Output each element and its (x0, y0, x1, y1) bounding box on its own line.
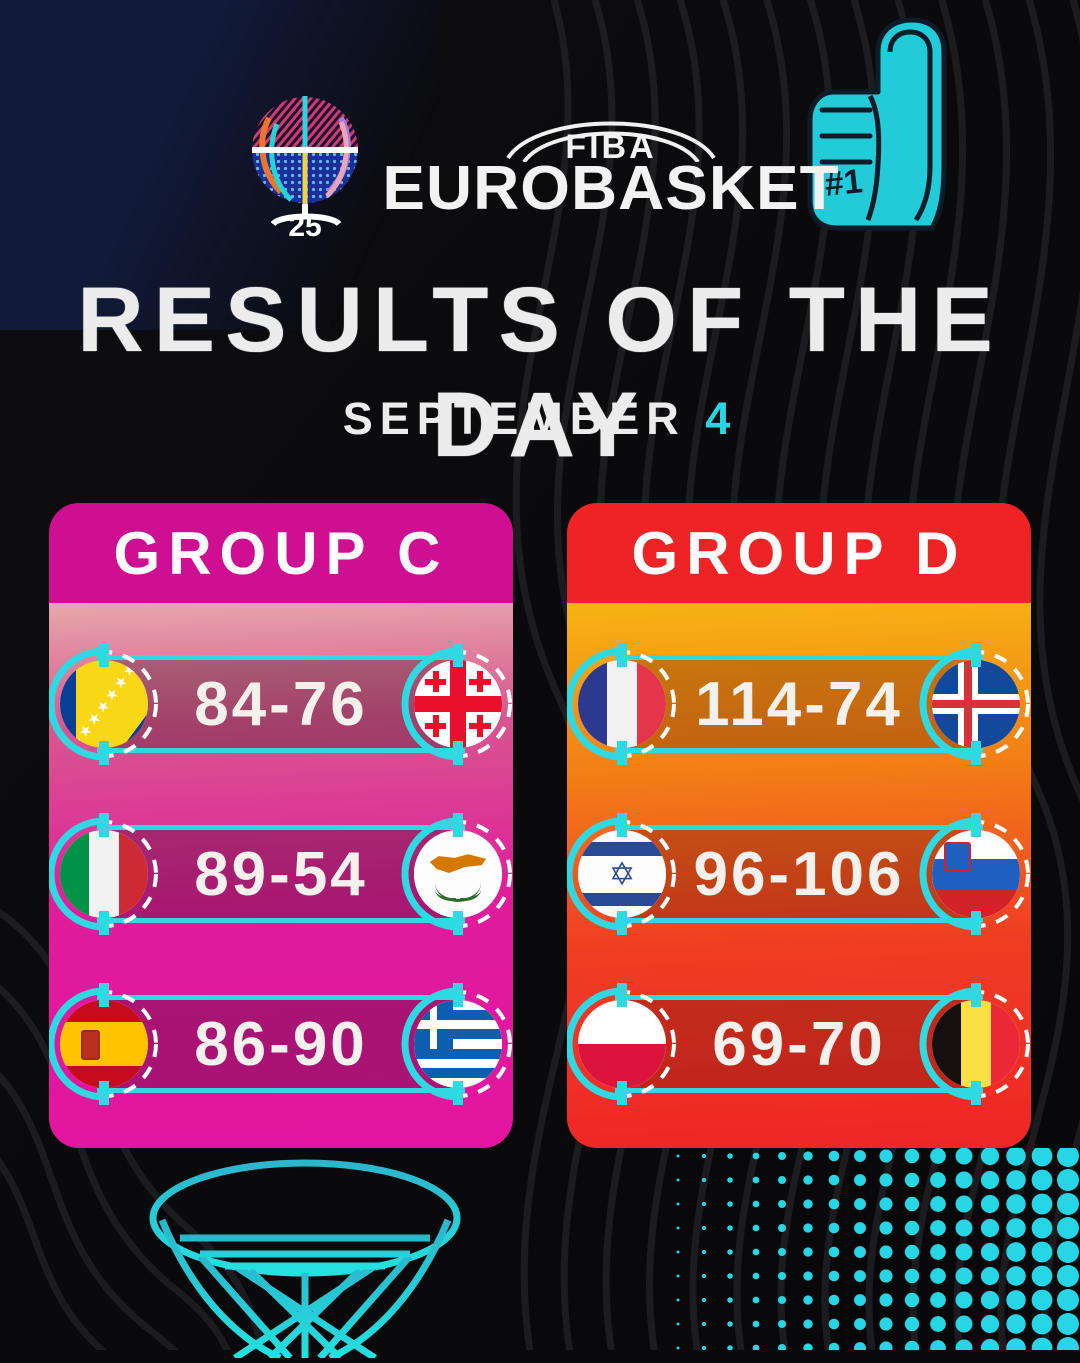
score-plate: 84-76 (97, 655, 465, 753)
match-row: 84-76 ★ ★ ★ ★ ★ ★ ★ (49, 619, 513, 789)
date-month: SEPTEMBER (342, 393, 686, 444)
halftone-dots-pattern (672, 1148, 1080, 1350)
group-d-matches: 114-74 (567, 603, 1031, 1148)
match-score: 69-70 (712, 1009, 886, 1079)
group-c-label: GROUP C (113, 519, 449, 587)
svg-text:#1: #1 (823, 162, 865, 204)
group-d-header: GROUP D (567, 503, 1031, 603)
group-card-d: GROUP D 114-74 (567, 503, 1031, 1148)
match-score: 96-106 (693, 839, 905, 909)
group-c-header: GROUP C (49, 503, 513, 603)
match-row: 96-106 ✡ (567, 789, 1031, 959)
flag-badge-cyprus (397, 813, 513, 935)
flag-badge-georgia (397, 643, 513, 765)
fiba-arc-icon: FIBA (506, 121, 716, 162)
maze-squiggle-pattern (0, 0, 440, 330)
foam-finger-icon: #1 (792, 14, 982, 239)
date-subtitle: SEPTEMBER 4 (0, 393, 1080, 445)
match-row: 86-90 (49, 959, 513, 1129)
flag-badge-italy (49, 813, 165, 935)
group-c-matches: 84-76 ★ ★ ★ ★ ★ ★ ★ (49, 603, 513, 1148)
results-cards-container: GROUP C 84-76 ★ ★ ★ ★ ★ ★ ★ (0, 503, 1080, 1148)
match-score: 89-54 (194, 839, 368, 909)
eurobasket-wordmark: EUROBASKET (382, 154, 840, 223)
flag-badge-poland (567, 983, 683, 1105)
flag-badge-belgium (915, 983, 1031, 1105)
flag-badge-israel: ✡ (567, 813, 683, 935)
date-day: 4 (705, 393, 738, 444)
match-row: 89-54 (49, 789, 513, 959)
svg-text:25: 25 (288, 210, 321, 240)
event-logo-row: 25 FIBA EUROBASKET (0, 84, 1080, 244)
group-d-label: GROUP D (631, 519, 967, 587)
flag-badge-france (567, 643, 683, 765)
match-row: 69-70 (567, 959, 1031, 1129)
match-row: 114-74 (567, 619, 1031, 789)
flag-badge-greece (397, 983, 513, 1105)
page-title: RESULTS OF THE DAY (77, 269, 1003, 476)
flag-badge-iceland (915, 643, 1031, 765)
group-card-c: GROUP C 84-76 ★ ★ ★ ★ ★ ★ ★ (49, 503, 513, 1148)
flag-badge-bosnia-and-herzegovina: ★ ★ ★ ★ ★ ★ ★ (49, 643, 165, 765)
eurobasket-ball-logo-icon: 25 (247, 88, 363, 243)
match-score: 86-90 (194, 1009, 368, 1079)
match-score: 84-76 (194, 669, 368, 739)
flag-badge-slovenia (915, 813, 1031, 935)
score-plate: 86-90 (97, 995, 465, 1093)
fiba-label: FIBA (565, 128, 656, 162)
flag-badge-spain (49, 983, 165, 1105)
match-score: 114-74 (695, 669, 903, 739)
basketball-hoop-icon (140, 1158, 470, 1362)
